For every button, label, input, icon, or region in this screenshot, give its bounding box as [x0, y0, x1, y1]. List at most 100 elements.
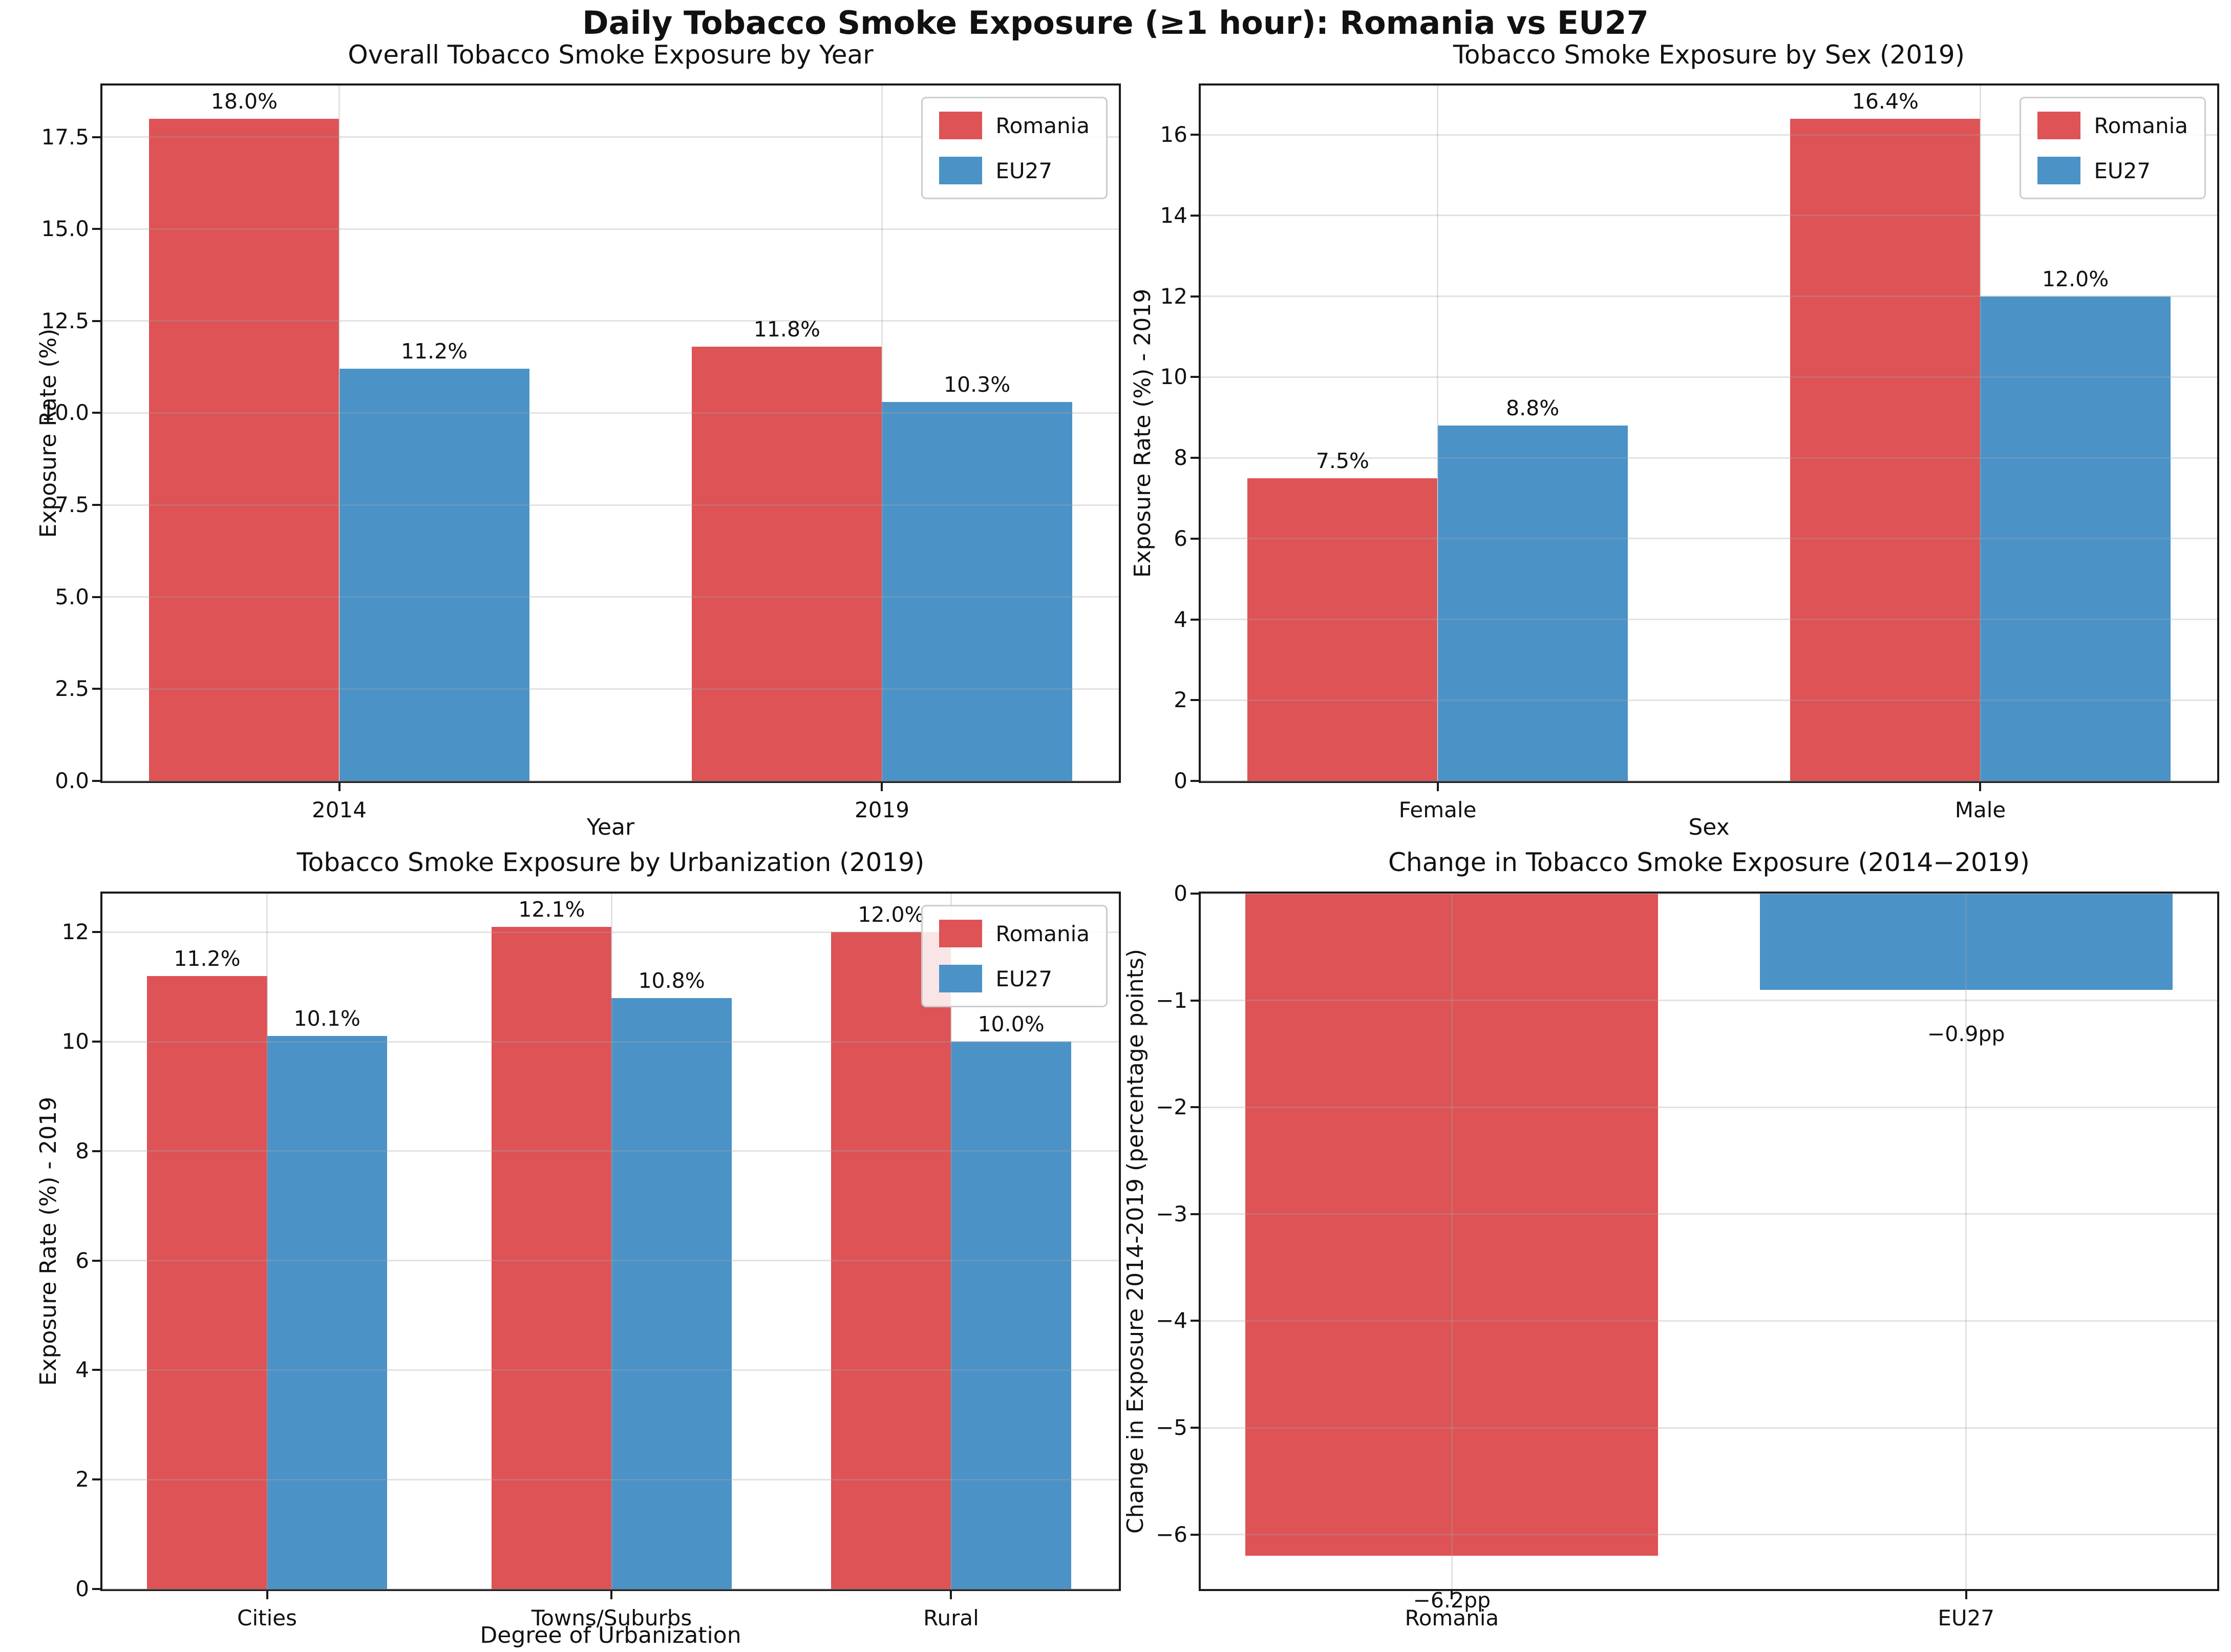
gridline: [266, 894, 268, 1589]
bar-romania-towns/suburbs: [492, 926, 612, 1589]
legend-item: EU27: [2037, 157, 2188, 184]
bar-value-label: 7.5%: [1315, 448, 1369, 473]
y-tick-label: 2: [1174, 687, 1187, 713]
y-tick-label: 8: [1174, 445, 1187, 471]
bar-value-label: 12.1%: [518, 897, 585, 922]
plot-area: 0 −1 −2 −3 −4 −5 −6 Romania EU27 −6.2pp −0.9pp: [1156, 881, 2219, 1630]
y-tick-label: −4: [1156, 1308, 1187, 1333]
subplot-change-2014-2019: Change in Tobacco Smoke Exposure (2014−2…: [1115, 826, 2231, 1652]
y-tick-label: 4: [75, 1357, 89, 1383]
y-tick-label: 12: [1160, 283, 1187, 309]
gridline: [1437, 86, 1438, 781]
y-tick: [92, 1041, 100, 1043]
subplot-title: Tobacco Smoke Exposure by Sex (2019): [1453, 40, 1965, 70]
y-tick: [1191, 376, 1199, 378]
y-tick: [1191, 1106, 1199, 1109]
x-tick-label: Romania: [1405, 1605, 1499, 1630]
legend-item: Romania: [939, 920, 1090, 947]
legend-label: EU27: [2094, 158, 2151, 183]
plot-area: 0 2 4 6 8 10 12 Cities Towns/Suburbs Rural 11.2% 10…: [62, 892, 1121, 1630]
legend-swatch: [939, 157, 983, 184]
bar-value-label: 10.8%: [638, 968, 705, 993]
gridline: [102, 504, 1119, 506]
y-tick: [1191, 780, 1199, 782]
y-tick-label: 10: [1160, 364, 1187, 390]
y-tick-label: −1: [1156, 987, 1187, 1013]
legend: Romania EU27: [2020, 97, 2206, 199]
x-tick-label: Towns/Suburbs: [531, 1605, 692, 1630]
gridline: [950, 894, 952, 1589]
legend-swatch: [939, 920, 983, 947]
bar-eu27: [1759, 894, 2173, 990]
subplot-title: Change in Tobacco Smoke Exposure (2014−2…: [1388, 848, 2030, 877]
gridline: [102, 412, 1119, 414]
y-tick-label: 10.0: [41, 400, 89, 426]
gridline: [1201, 376, 2217, 378]
gridline: [1201, 215, 2217, 217]
gridline: [102, 1150, 1119, 1152]
gridline: [102, 780, 1119, 782]
bar-value-label: 11.2%: [174, 946, 241, 971]
subplot-by-urbanization: Tobacco Smoke Exposure by Urbanization (…: [0, 826, 1121, 1652]
gridline: [338, 86, 340, 781]
y-tick-label: 12.5: [41, 308, 89, 333]
legend-swatch: [2037, 112, 2081, 139]
y-tick: [92, 136, 100, 138]
subplot-title: Tobacco Smoke Exposure by Urbanization (…: [296, 848, 925, 877]
legend: Romania EU27: [921, 905, 1108, 1007]
y-tick-label: 15.0: [41, 216, 89, 242]
gridline: [102, 320, 1119, 322]
y-tick-label: 7.5: [55, 492, 89, 518]
y-tick: [92, 1588, 100, 1590]
legend-label: Romania: [2094, 113, 2188, 138]
y-tick-label: −5: [1156, 1415, 1187, 1440]
y-tick: [1191, 999, 1199, 1002]
gridline: [1201, 1427, 2217, 1429]
bar-romania-2014: [149, 118, 339, 781]
y-tick-label: 0: [1174, 768, 1187, 793]
y-tick-label: 4: [1174, 606, 1187, 632]
legend-item: EU27: [939, 965, 1090, 992]
x-tick: [1451, 1591, 1453, 1599]
legend-item: EU27: [939, 157, 1090, 184]
bar-eu27-2019: [882, 401, 1072, 781]
y-tick-label: 2: [75, 1467, 89, 1492]
bar-eu27-rural: [951, 1042, 1071, 1589]
bar-value-label: −6.2pp: [1413, 1587, 1491, 1613]
y-tick: [1191, 1320, 1199, 1322]
gridline: [102, 1260, 1119, 1262]
bar-romania-cities: [147, 976, 267, 1589]
legend-item: Romania: [939, 112, 1090, 139]
x-tick: [610, 1591, 613, 1599]
bar-eu27-male: [1980, 296, 2171, 781]
bar-eu27-2014: [339, 369, 529, 781]
bar-romania-male: [1790, 118, 1981, 781]
gridline: [1201, 1000, 2217, 1002]
x-tick: [266, 1591, 268, 1599]
y-tick-label: −6: [1156, 1521, 1187, 1547]
x-tick-label: Male: [1954, 797, 2006, 822]
y-tick-label: 0: [1174, 881, 1187, 906]
gridline: [102, 228, 1119, 230]
plot-area: 0 2 4 6 8 10 12 14 16 Female Male 7.5% 8.8% 16.4% 12.0…: [1160, 83, 2219, 822]
y-tick: [1191, 1213, 1199, 1215]
bar-value-label: 10.1%: [293, 1006, 360, 1031]
bar-value-label: 12.0%: [2042, 266, 2109, 291]
y-tick: [92, 596, 100, 598]
y-tick-label: 14: [1160, 202, 1187, 228]
x-tick: [1436, 783, 1439, 791]
gridline: [102, 1478, 1119, 1480]
x-tick-label: Cities: [237, 1605, 297, 1630]
y-tick-label: 10: [61, 1029, 89, 1054]
gridline: [1201, 134, 2217, 136]
gridline: [1201, 1320, 2217, 1322]
bar-value-label: 10.0%: [978, 1012, 1045, 1037]
legend-label: EU27: [995, 966, 1053, 991]
subplot-by-sex: Tobacco Smoke Exposure by Sex (2019) Exp…: [1115, 0, 2231, 840]
y-tick: [1191, 214, 1199, 217]
legend-swatch: [939, 112, 983, 139]
bar-value-label: 11.2%: [400, 339, 468, 364]
bar-value-label: 8.8%: [1506, 396, 1560, 421]
x-tick: [950, 1591, 952, 1599]
y-tick: [92, 1150, 100, 1152]
